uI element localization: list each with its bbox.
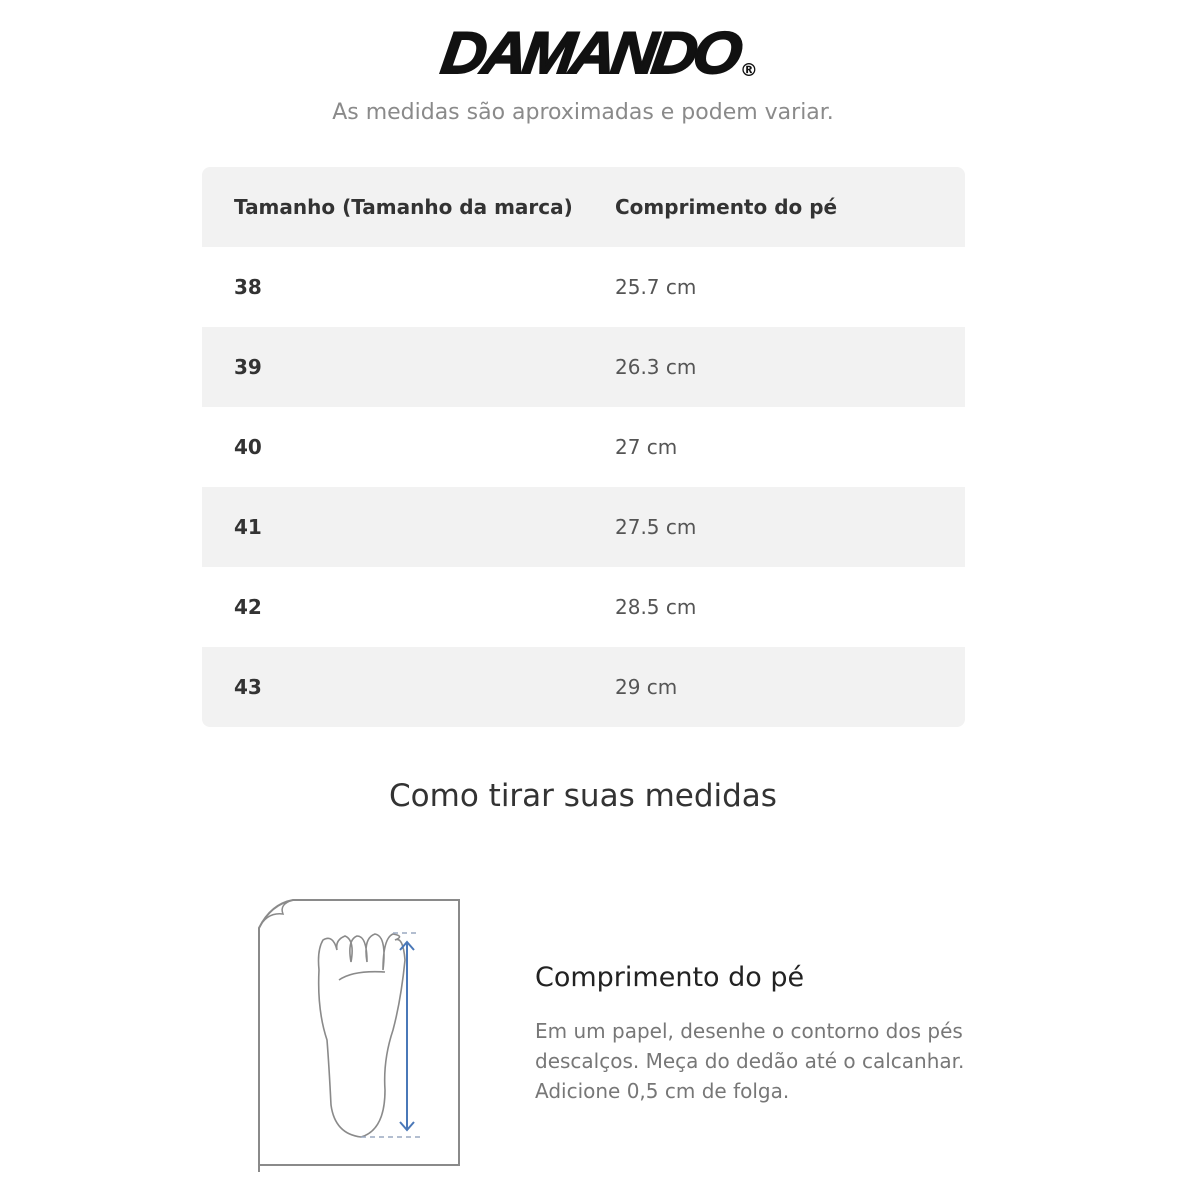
logo-text: DAMANDO (437, 20, 744, 87)
section-title: Como tirar suas medidas (389, 778, 777, 814)
subtitle: As medidas são aproximadas e podem varia… (332, 100, 834, 125)
paper-curl-icon (258, 899, 294, 929)
table-header: Tamanho (Tamanho da marca) Comprimento d… (202, 167, 965, 247)
registered-mark: ® (739, 60, 758, 81)
length-cell: 27.5 cm (615, 515, 697, 539)
size-cell: 41 (234, 515, 262, 539)
size-cell: 38 (234, 275, 262, 299)
table-row: 43 29 cm (202, 647, 965, 727)
measure-title: Comprimento do pé (535, 962, 805, 993)
length-cell: 27 cm (615, 435, 678, 459)
table-row: 39 26.3 cm (202, 327, 965, 407)
foot-on-paper-illustration (258, 899, 460, 1172)
paper-icon (258, 899, 460, 1172)
table-row: 40 27 cm (202, 407, 965, 487)
measure-arrow-icon (399, 940, 415, 1132)
table-row: 41 27.5 cm (202, 487, 965, 567)
size-cell: 39 (234, 355, 262, 379)
table-row: 42 28.5 cm (202, 567, 965, 647)
length-cell: 28.5 cm (615, 595, 697, 619)
size-cell: 43 (234, 675, 262, 699)
table-row: 38 25.7 cm (202, 247, 965, 327)
size-cell: 42 (234, 595, 262, 619)
header-size: Tamanho (Tamanho da marca) (234, 195, 573, 219)
measure-instructions: Em um papel, desenhe o contorno dos pés … (535, 1019, 965, 1103)
length-cell: 26.3 cm (615, 355, 697, 379)
length-cell: 29 cm (615, 675, 678, 699)
brand-logo: DAMANDO® (0, 18, 1200, 89)
header-length: Comprimento do pé (615, 195, 838, 219)
size-table: Tamanho (Tamanho da marca) Comprimento d… (202, 167, 965, 727)
length-cell: 25.7 cm (615, 275, 697, 299)
size-cell: 40 (234, 435, 262, 459)
foot-outline-icon (317, 933, 406, 1138)
